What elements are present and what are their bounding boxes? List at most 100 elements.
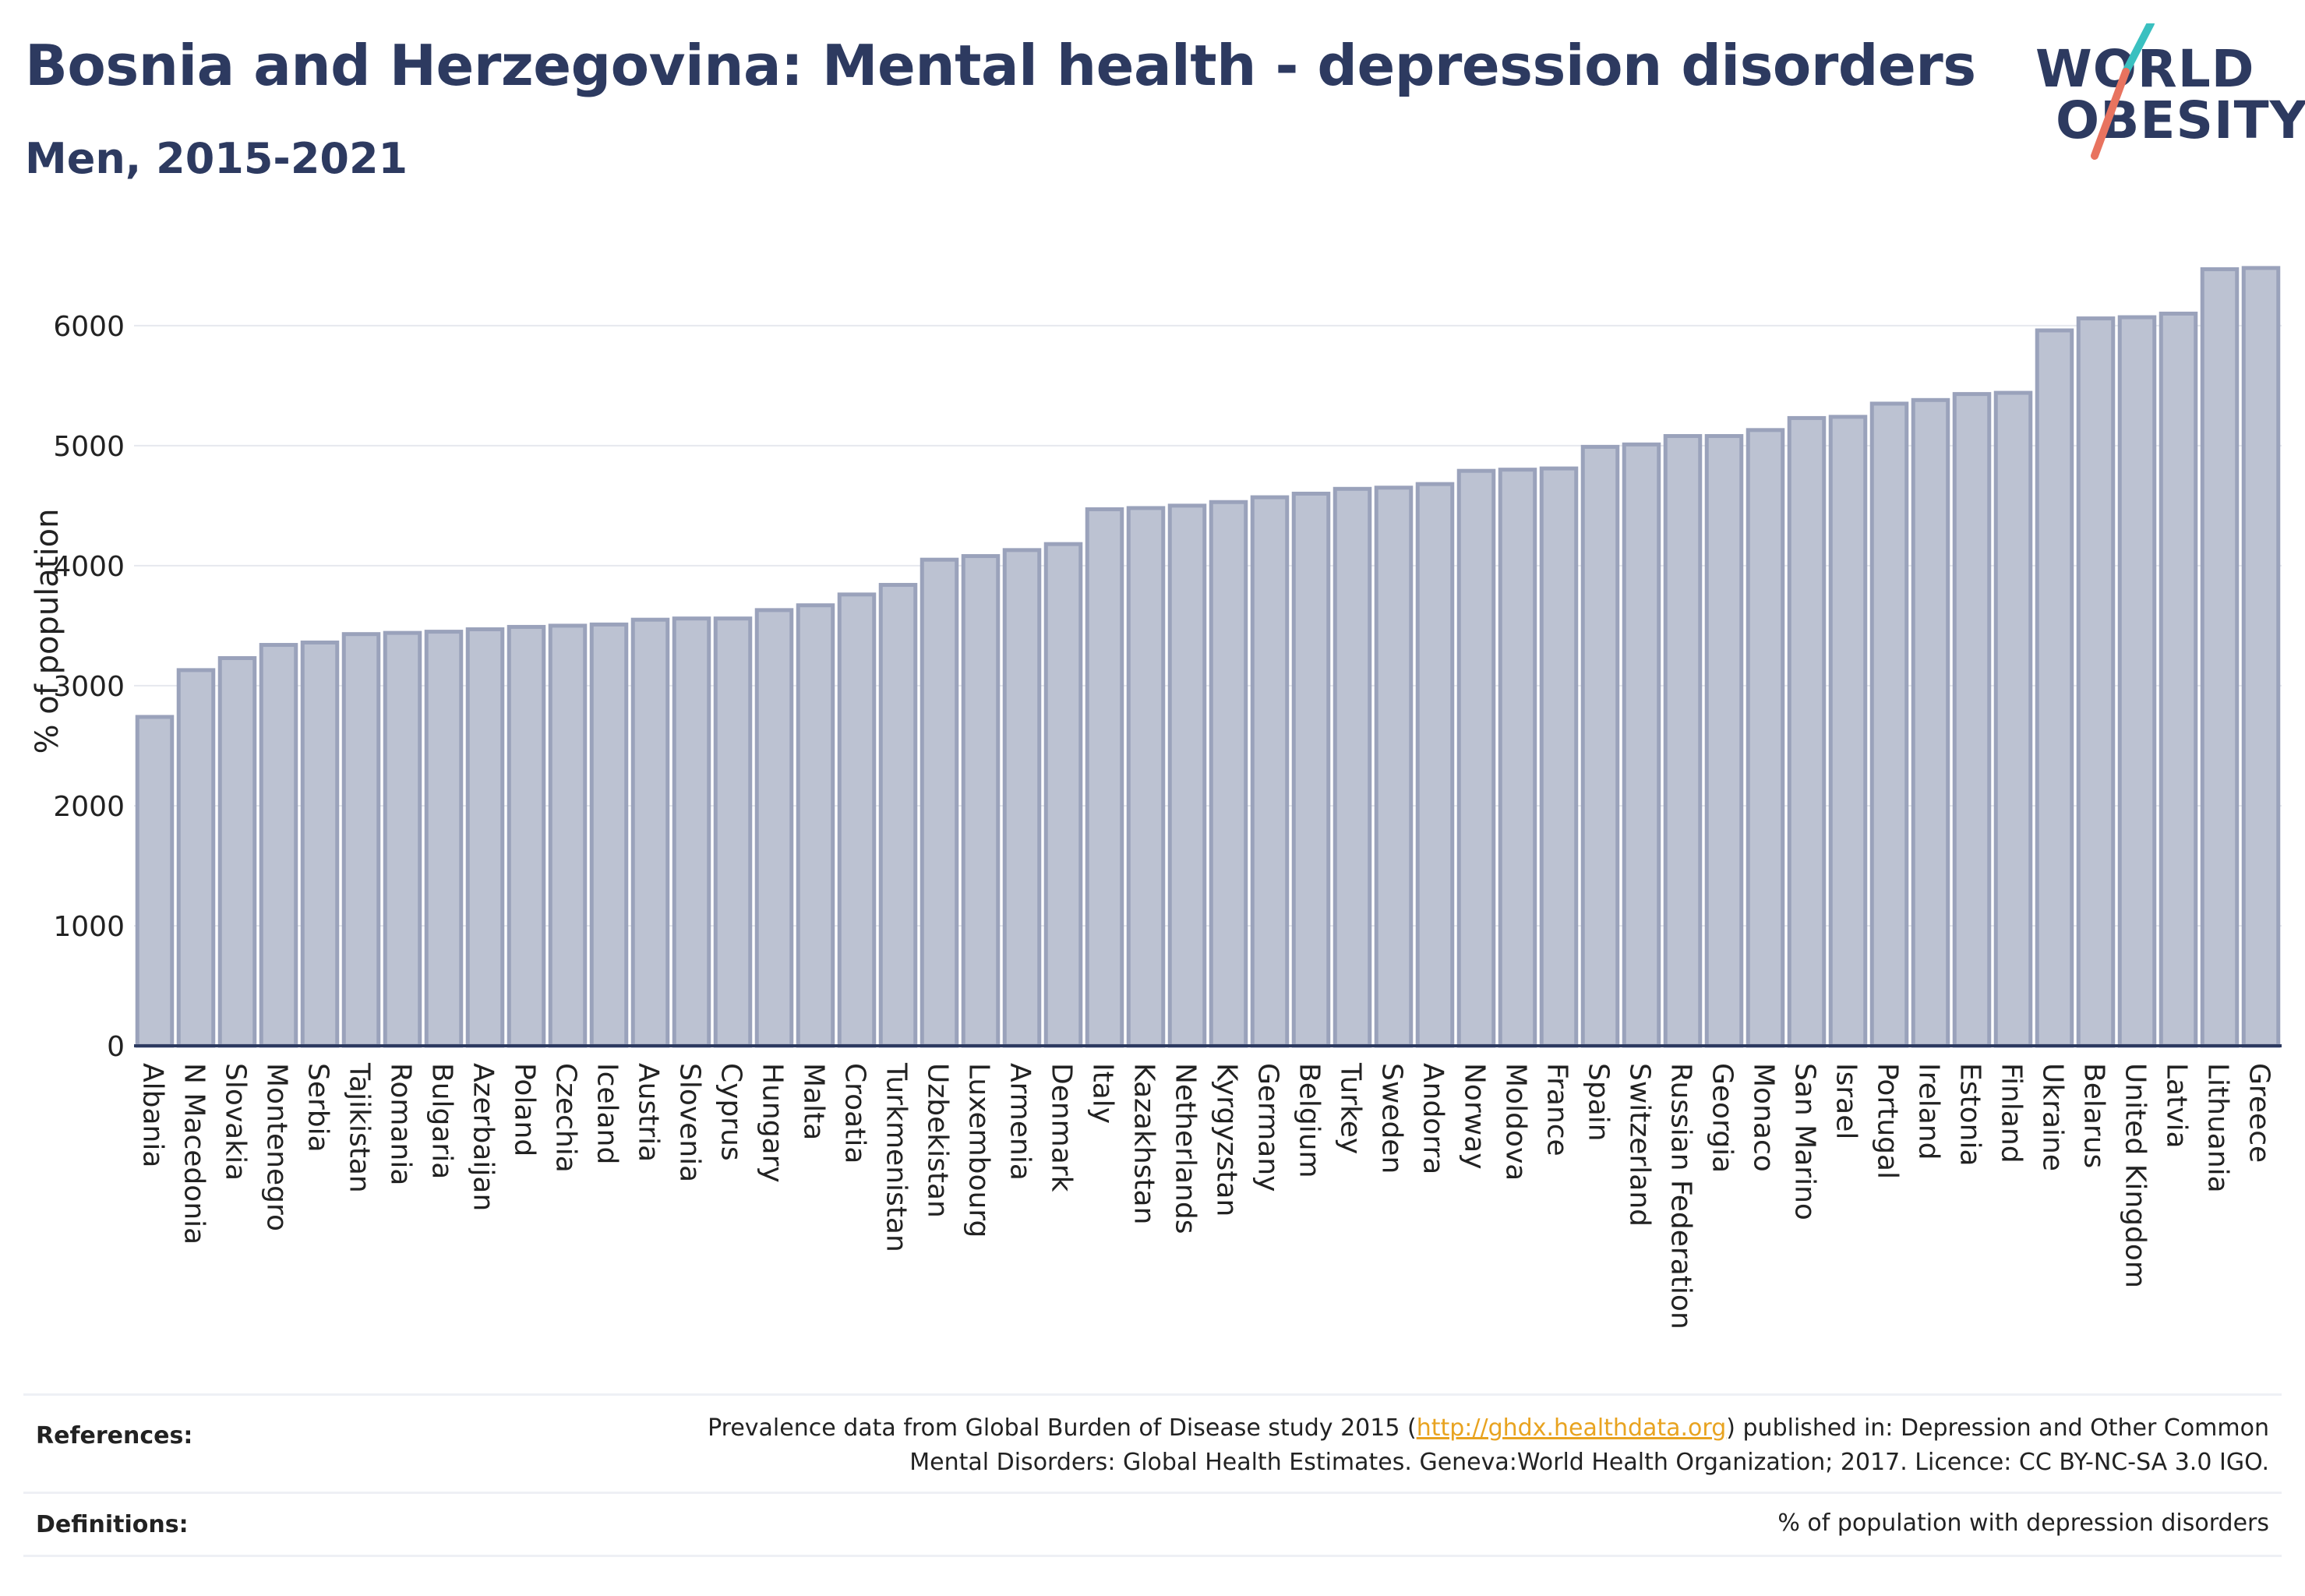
bar-lithuania[interactable] [2200,267,2240,1048]
bar-germany[interactable] [1250,495,1290,1048]
bar-portugal[interactable] [1869,401,1909,1048]
bar-georgia[interactable] [1704,434,1744,1048]
logo-slash-icon [2091,23,2155,160]
y-tick-label: 4000 [53,551,125,583]
bar-russian-federation[interactable] [1663,434,1703,1048]
x-tick-label: Ukraine [2037,1063,2069,1171]
x-tick-label: Moldova [1500,1063,1532,1181]
bar-turkmenistan[interactable] [878,583,918,1048]
chart-title: Bosnia and Herzegovina: Mental health - … [25,33,1976,98]
y-tick-label: 0 [107,1031,125,1063]
x-tick-label: Belarus [2078,1063,2110,1168]
bar-hungary[interactable] [754,608,794,1048]
x-tick-label: Turkmenistan [881,1062,912,1252]
bar-greece[interactable] [2241,266,2281,1048]
bar-estonia[interactable] [1952,392,1992,1048]
bar-montenegro[interactable] [259,643,298,1048]
bar-denmark[interactable] [1043,542,1083,1048]
bar-italy[interactable] [1085,507,1124,1048]
x-tick-label: Portugal [1872,1063,1904,1179]
bar-spain[interactable] [1580,444,1620,1048]
x-tick-label: Iceland [591,1063,623,1164]
bar-bulgaria[interactable] [424,630,464,1048]
bar-united-kingdom[interactable] [2117,315,2157,1048]
bar-turkey[interactable] [1333,486,1372,1048]
bar-netherlands[interactable] [1167,503,1207,1048]
bar-france[interactable] [1539,466,1579,1048]
x-tick-label: Lithuania [2202,1063,2234,1193]
bar-slovenia[interactable] [672,616,711,1048]
y-axis-label: % of population [30,509,65,754]
bar-finland[interactable] [1993,390,2033,1048]
bar-cyprus[interactable] [713,616,753,1048]
bar-malta[interactable] [796,603,835,1048]
x-tick-label: Belgium [1294,1063,1325,1178]
bar-moldova[interactable] [1498,468,1537,1048]
bar-ireland[interactable] [1911,397,1950,1048]
x-tick-label: Turkey [1335,1062,1367,1154]
x-tick-label: Croatia [839,1063,871,1163]
bar-monaco[interactable] [1746,428,1785,1048]
bar-kazakhstan[interactable] [1126,506,1166,1048]
bar-luxembourg[interactable] [961,554,1001,1048]
references-pre: Prevalence data from Global Burden of Di… [708,1414,1417,1442]
bar-poland[interactable] [507,624,546,1048]
bar-serbia[interactable] [300,640,340,1048]
x-tick-label: Germany [1252,1063,1284,1192]
chart-subtitle: Men, 2015-2021 [25,134,408,183]
bar-andorra[interactable] [1415,482,1455,1048]
bar-croatia[interactable] [837,592,877,1048]
x-tick-label: Spain [1583,1063,1615,1142]
bar-israel[interactable] [1828,415,1868,1048]
x-tick-label: Bulgaria [426,1063,458,1179]
x-tick-label: Austria [633,1063,665,1162]
x-tick-label: Czechia [550,1063,582,1173]
x-tick-label: Finland [1996,1063,2028,1163]
bar-iceland[interactable] [589,622,629,1048]
x-tick-labels: Albania N Macedonia Slovakia Montenegro Serb… [137,1062,2275,1329]
x-tick-label: Switzerland [1624,1063,1656,1227]
references-text: Prevalence data from Global Burden of Di… [708,1411,2269,1480]
x-tick-label: Cyprus [715,1063,747,1161]
bar-tajikistan[interactable] [341,632,381,1048]
bar-latvia[interactable] [2159,311,2198,1048]
bar-albania[interactable] [135,715,175,1048]
references-line2: Mental Disorders: Global Health Estimate… [909,1449,2269,1476]
bar-belgium[interactable] [1291,491,1331,1048]
x-tick-label: Andorra [1417,1063,1449,1174]
bar-uzbekistan[interactable] [920,557,959,1048]
x-tick-label: Denmark [1046,1063,1078,1192]
bar-belarus[interactable] [2076,316,2116,1048]
x-tick-label: United Kingdom [2120,1063,2151,1288]
bar-kyrgyzstan[interactable] [1209,500,1248,1048]
bars [135,266,2281,1048]
x-tick-label: Israel [1830,1063,1862,1139]
references-label: References: [36,1422,193,1449]
references-link[interactable]: http://ghdx.healthdata.org [1416,1414,1727,1442]
references-post: ) published in: Depression and Other Com… [1726,1414,2269,1442]
bar-switzerland[interactable] [1622,442,1661,1048]
bar-ukraine[interactable] [2035,328,2074,1048]
y-tick-label: 5000 [53,431,125,463]
x-tick-label: Malta [798,1063,830,1140]
y-tick-label: 3000 [53,671,125,703]
bar-austria[interactable] [630,617,670,1048]
x-tick-label: Armenia [1004,1063,1036,1181]
bar-norway[interactable] [1456,468,1496,1048]
x-tick-label: N Macedonia [178,1063,210,1245]
bar-czechia[interactable] [548,623,588,1048]
bar-slovakia[interactable] [217,655,257,1048]
x-tick-label: Tajikistan [344,1062,376,1193]
bar-azerbaijan[interactable] [465,627,505,1048]
bar-n-macedonia[interactable] [176,668,216,1048]
bar-romania[interactable] [383,630,422,1048]
x-tick-label: Uzbekistan [922,1063,954,1218]
y-tick-label: 6000 [53,311,125,343]
world-obesity-logo: WORLD OBESITY [2034,23,2305,164]
y-tick-label: 2000 [53,791,125,823]
x-tick-label: Estonia [1954,1063,1986,1167]
bar-san-marino[interactable] [1787,415,1827,1048]
bar-armenia[interactable] [1002,548,1042,1048]
x-tick-label: Greece [2243,1063,2275,1163]
bar-sweden[interactable] [1374,486,1414,1048]
